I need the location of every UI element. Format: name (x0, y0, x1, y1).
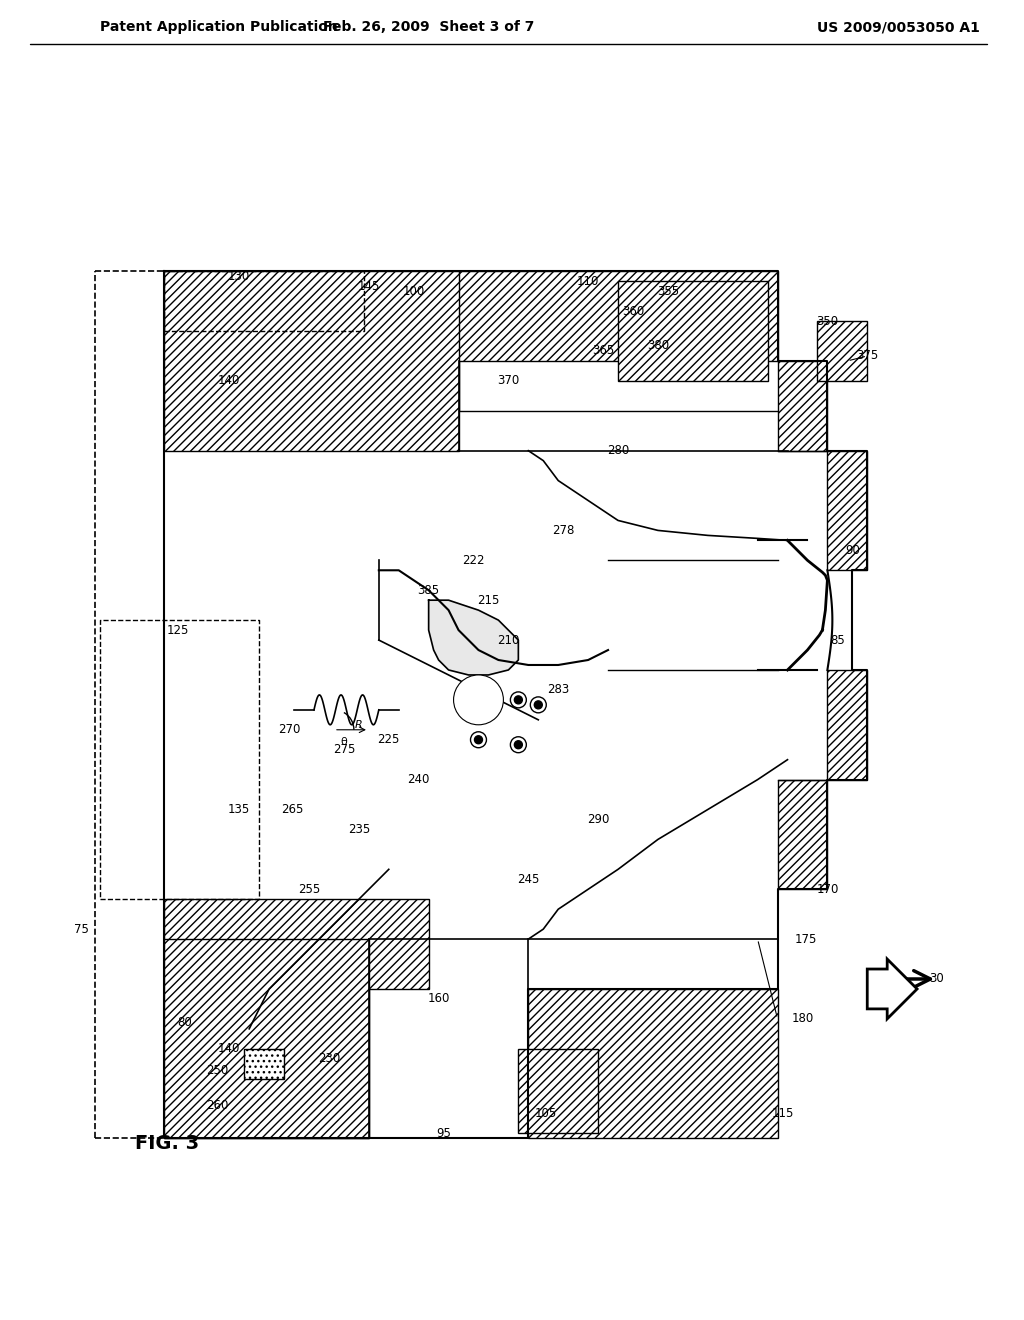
Polygon shape (165, 271, 459, 441)
Text: 290: 290 (587, 813, 609, 826)
Text: 75: 75 (75, 923, 89, 936)
Circle shape (470, 682, 486, 698)
Text: 135: 135 (228, 803, 250, 816)
Text: 250: 250 (206, 1064, 228, 1077)
Text: 100: 100 (402, 285, 425, 298)
Text: 105: 105 (536, 1107, 557, 1121)
Text: 255: 255 (298, 883, 321, 896)
Text: Feb. 26, 2009  Sheet 3 of 7: Feb. 26, 2009 Sheet 3 of 7 (323, 20, 535, 34)
Circle shape (474, 686, 482, 694)
Text: 350: 350 (816, 314, 839, 327)
Text: 260: 260 (206, 1100, 228, 1111)
Text: 283: 283 (547, 684, 569, 697)
Circle shape (514, 696, 522, 704)
Text: 115: 115 (771, 1107, 794, 1121)
Text: 125: 125 (166, 623, 188, 636)
Text: 380: 380 (647, 339, 669, 352)
Text: 355: 355 (656, 285, 679, 298)
Circle shape (474, 735, 482, 743)
Polygon shape (777, 780, 827, 890)
Circle shape (535, 701, 543, 709)
Text: 222: 222 (462, 554, 484, 566)
Polygon shape (165, 899, 429, 1138)
Bar (245, 1049, 284, 1078)
Text: FIG. 3: FIG. 3 (135, 1134, 200, 1152)
Text: 170: 170 (816, 883, 839, 896)
Text: 265: 265 (281, 803, 303, 816)
Polygon shape (777, 360, 827, 450)
Text: 275: 275 (333, 743, 355, 756)
Text: 278: 278 (552, 524, 574, 537)
Text: 225: 225 (378, 733, 400, 746)
Text: 370: 370 (498, 375, 519, 387)
Circle shape (510, 737, 526, 752)
Polygon shape (518, 1049, 598, 1134)
Circle shape (530, 697, 546, 713)
Text: θ: θ (341, 737, 347, 747)
Text: 85: 85 (830, 634, 845, 647)
Text: US 2009/0053050 A1: US 2009/0053050 A1 (817, 20, 980, 34)
Text: 385: 385 (418, 583, 439, 597)
Polygon shape (618, 281, 768, 381)
Text: 375: 375 (856, 350, 879, 363)
Text: 140: 140 (218, 1043, 241, 1055)
Polygon shape (827, 450, 867, 570)
Text: 80: 80 (177, 1016, 191, 1030)
Text: 175: 175 (795, 933, 816, 945)
Polygon shape (528, 989, 777, 1138)
Polygon shape (429, 601, 518, 675)
Text: 145: 145 (357, 280, 380, 293)
Circle shape (454, 675, 504, 725)
Text: 215: 215 (477, 594, 500, 607)
Text: 95: 95 (436, 1127, 451, 1140)
Text: 130: 130 (228, 269, 250, 282)
Text: 180: 180 (792, 1012, 814, 1026)
Polygon shape (165, 271, 777, 360)
Text: 365: 365 (592, 345, 614, 358)
Text: 210: 210 (498, 634, 519, 647)
Text: 230: 230 (317, 1052, 340, 1065)
Text: 270: 270 (278, 723, 300, 737)
Text: 235: 235 (348, 822, 370, 836)
Polygon shape (165, 939, 369, 1138)
Text: 90: 90 (845, 544, 860, 557)
Text: 110: 110 (577, 275, 599, 288)
Circle shape (467, 688, 490, 711)
Polygon shape (817, 321, 867, 381)
Text: 240: 240 (408, 774, 430, 787)
FancyArrow shape (867, 960, 918, 1019)
Text: 140: 140 (218, 375, 241, 387)
Text: 360: 360 (622, 305, 644, 318)
Text: 30: 30 (930, 973, 944, 986)
Circle shape (510, 692, 526, 708)
Polygon shape (165, 271, 459, 450)
Bar (245, 1049, 284, 1078)
Text: Patent Application Publication: Patent Application Publication (99, 20, 338, 34)
Polygon shape (827, 671, 867, 780)
Circle shape (514, 741, 522, 748)
Circle shape (461, 682, 497, 718)
Text: 280: 280 (607, 444, 629, 457)
Circle shape (470, 731, 486, 747)
Text: R: R (355, 719, 362, 730)
Text: 245: 245 (517, 873, 540, 886)
Text: 160: 160 (427, 993, 450, 1006)
